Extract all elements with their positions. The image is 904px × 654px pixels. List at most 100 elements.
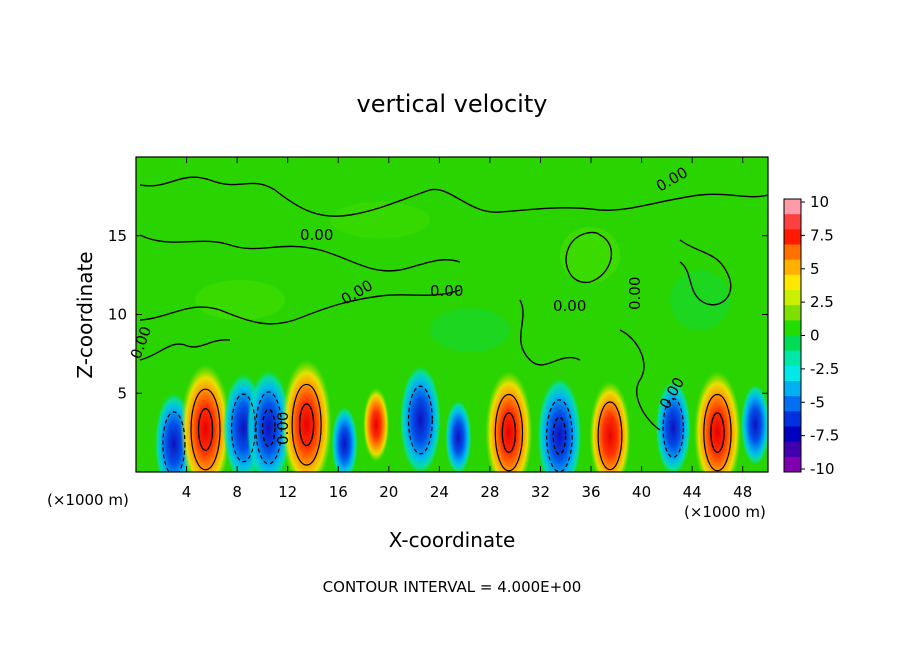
downdraft-cell	[331, 406, 358, 472]
x-axis: 4 8 12 16 20 24 28 32 36 40 44 48	[182, 157, 752, 501]
contour-label: 0.00	[430, 282, 463, 300]
colorbar-swatch	[784, 350, 801, 367]
colorbar-tick-label: -7.5	[810, 427, 839, 445]
colorbar-swatch	[784, 396, 801, 412]
contour-interval-text: CONTOUR INTERVAL = 4.000E+00	[323, 578, 582, 596]
cell-contour	[703, 393, 732, 472]
x-tick-label: 8	[232, 483, 242, 501]
colorbar-swatch	[784, 320, 801, 336]
contour-line	[565, 231, 613, 284]
background-patch	[330, 202, 430, 238]
x-tick-label: 16	[329, 483, 348, 501]
plot-area	[136, 157, 768, 472]
cell-contour-inner	[261, 408, 276, 448]
updraft-cell	[485, 371, 533, 472]
cell-contour	[190, 388, 221, 471]
x-unit-label-left: (×1000 m)	[47, 491, 129, 509]
contour-line	[139, 176, 768, 217]
colorbar-tick-label: -5	[810, 393, 825, 411]
colorbar-tick-label: -2.5	[810, 360, 839, 378]
contour-label: 0.00	[274, 412, 292, 445]
x-tick-label: 24	[430, 483, 449, 501]
colorbar-tick-label: 2.5	[810, 293, 834, 311]
cell-contour-inner	[298, 403, 315, 447]
cell-contour	[597, 401, 623, 471]
colorbar-tick-label: 10	[810, 193, 829, 211]
updraft-cell	[180, 364, 231, 472]
x-tick-label: 48	[733, 483, 752, 501]
colorbar-tick-label: 7.5	[810, 226, 834, 244]
y-axis-label: Z-coordinate	[73, 251, 97, 378]
x-tick-label: 32	[531, 483, 550, 501]
x-tick-label: 44	[683, 483, 702, 501]
downdraft-cell	[740, 384, 768, 466]
contour-lines	[139, 176, 768, 431]
downdraft-cell	[445, 400, 472, 472]
contour-line	[679, 239, 732, 306]
y-tick-label: 15	[108, 227, 127, 245]
downdraft-cell	[655, 380, 691, 472]
colorbar-swatch	[784, 259, 801, 276]
y-tick-label: 5	[117, 384, 127, 402]
colorbar: 10 7.5 5 2.5 0 -2.5 -5 -7.5 -10	[783, 193, 839, 478]
colorbar-swatch	[784, 381, 801, 397]
cell-contour	[291, 383, 322, 466]
updraft-cell	[589, 381, 631, 472]
cell-contour-inner	[197, 407, 214, 451]
contour-label: 0.00	[553, 297, 586, 315]
cell-contour	[230, 393, 256, 463]
colorbar-swatch	[784, 411, 801, 427]
x-tick-label: 28	[480, 483, 499, 501]
cell-contour	[162, 411, 186, 472]
contour-label: 0.00	[300, 226, 333, 244]
x-axis-label: X-coordinate	[389, 528, 516, 552]
cell-contours	[162, 383, 732, 472]
x-tick-label: 40	[632, 483, 651, 501]
cell-contour-inner	[501, 412, 517, 454]
colorbar-swatch	[784, 199, 801, 215]
x-tick-label: 12	[278, 483, 297, 501]
updraft-cell	[693, 371, 741, 472]
contour-label: 0.00	[626, 277, 644, 310]
colorbar-swatch	[784, 290, 801, 306]
x-tick-label: 20	[379, 483, 398, 501]
colorbar-swatch	[784, 456, 801, 473]
colorbar-swatch	[784, 244, 801, 261]
x-tick-label: 4	[182, 483, 192, 501]
background-patch	[430, 308, 510, 352]
downdraft-cell	[246, 369, 291, 472]
colorbar-swatch	[784, 229, 801, 245]
x-tick-label: 36	[581, 483, 600, 501]
colorbar-swatch	[784, 214, 801, 230]
colorbar-swatch	[784, 365, 801, 382]
colorbar-tick-label: -10	[810, 460, 835, 478]
background-patch	[560, 227, 620, 283]
downdraft-cell	[537, 377, 582, 472]
colorbar-swatch	[784, 441, 801, 458]
colorbar-swatch	[784, 305, 801, 321]
cell-contour-inner	[710, 412, 725, 454]
contour-line	[519, 299, 581, 366]
downdraft-cell	[399, 365, 441, 472]
y-tick-label: 10	[108, 306, 127, 324]
colorbar-swatch	[784, 274, 801, 291]
cell-contour	[546, 399, 573, 472]
cell-contour	[494, 393, 524, 472]
background-patch	[195, 280, 285, 320]
colorbar-swatch	[784, 426, 801, 443]
cell-contour	[255, 391, 283, 465]
cell-contour	[407, 385, 433, 455]
x-unit-label-right: (×1000 m)	[684, 503, 766, 521]
colorbar-swatch	[784, 335, 801, 352]
contour-line	[139, 289, 461, 325]
contour-line	[139, 339, 231, 361]
cell-contour-inner	[552, 416, 567, 456]
updraft-cell	[363, 387, 390, 462]
y-axis: 5 10 15	[108, 227, 768, 402]
contour-line	[139, 234, 461, 272]
colorbar-tick-label: 0	[810, 327, 820, 345]
contour-labels: 0.000.000.000.000.000.000.000.000.00	[127, 163, 691, 445]
chart-title: vertical velocity	[357, 90, 548, 118]
colorbar-tick-label: 5	[810, 260, 820, 278]
